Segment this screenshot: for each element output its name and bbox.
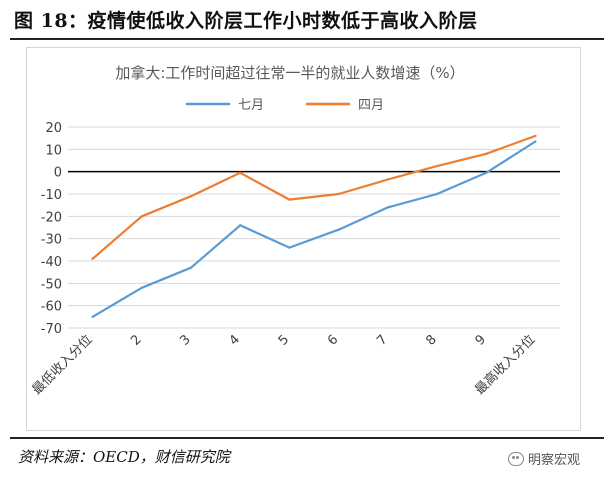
y-tick-label: -40	[41, 255, 62, 270]
x-tick-label: 7	[374, 332, 390, 348]
data-point	[189, 195, 193, 198]
data-point	[239, 171, 242, 174]
data-point	[140, 286, 143, 289]
y-tick-label: 0	[54, 166, 62, 181]
x-tick-label: 8	[423, 332, 439, 348]
data-point	[485, 171, 488, 174]
x-tick-label: 5	[276, 332, 292, 348]
legend-label: 七月	[238, 98, 264, 113]
y-tick-label: 20	[45, 121, 62, 136]
watermark-text: 明察宏观	[528, 453, 581, 468]
data-point	[91, 315, 94, 319]
data-point	[288, 246, 291, 249]
data-point	[140, 215, 143, 218]
series-lines	[91, 134, 537, 319]
data-point	[337, 192, 340, 196]
y-tick-label: -60	[41, 300, 62, 315]
y-tick-label: -50	[41, 277, 62, 292]
y-axis-ticks: 20 10 0 -10 -20 -30 -40 -50 -60 -70	[41, 121, 62, 337]
series-line-1	[91, 134, 536, 260]
legend-label: 四月	[358, 98, 384, 113]
watermark: 明察宏观	[508, 449, 580, 468]
data-point	[337, 228, 340, 231]
figure-title: 图 18：疫情使低收入阶层工作小时数低于高收入阶层	[14, 10, 478, 32]
bottom-rule	[10, 437, 604, 439]
data-point	[435, 192, 439, 196]
data-point	[288, 198, 291, 201]
x-tick-label: 2	[128, 332, 144, 348]
y-tick-label: -20	[41, 210, 62, 225]
x-tick-label: 9	[473, 332, 489, 348]
y-tick-label: -10	[41, 188, 62, 203]
data-point	[91, 257, 94, 260]
data-point	[386, 178, 389, 181]
x-tick-label: 4	[227, 332, 243, 348]
data-point	[386, 206, 389, 209]
top-rule	[10, 38, 604, 40]
data-point	[239, 224, 242, 227]
y-tick-label: -70	[41, 322, 62, 337]
source-note: 资料来源：OECD，财信研究院	[18, 448, 230, 466]
data-point	[534, 134, 537, 138]
gridlines	[68, 126, 560, 329]
chart-title: 加拿大:工作时间超过往常一半的就业人数增速（%）	[115, 64, 464, 82]
wechat-icon	[508, 451, 524, 466]
series-line-0	[92, 140, 536, 318]
y-tick-label: 10	[45, 143, 62, 158]
data-point	[189, 266, 193, 269]
data-point	[485, 152, 488, 155]
data-point	[435, 164, 439, 168]
x-tick-label: 最低收入分位	[30, 332, 96, 398]
data-point	[534, 140, 537, 143]
legend: 七月 四月	[186, 98, 384, 113]
x-tick-label: 6	[325, 332, 341, 348]
x-tick-label: 3	[177, 332, 193, 348]
y-tick-label: -30	[41, 233, 62, 248]
